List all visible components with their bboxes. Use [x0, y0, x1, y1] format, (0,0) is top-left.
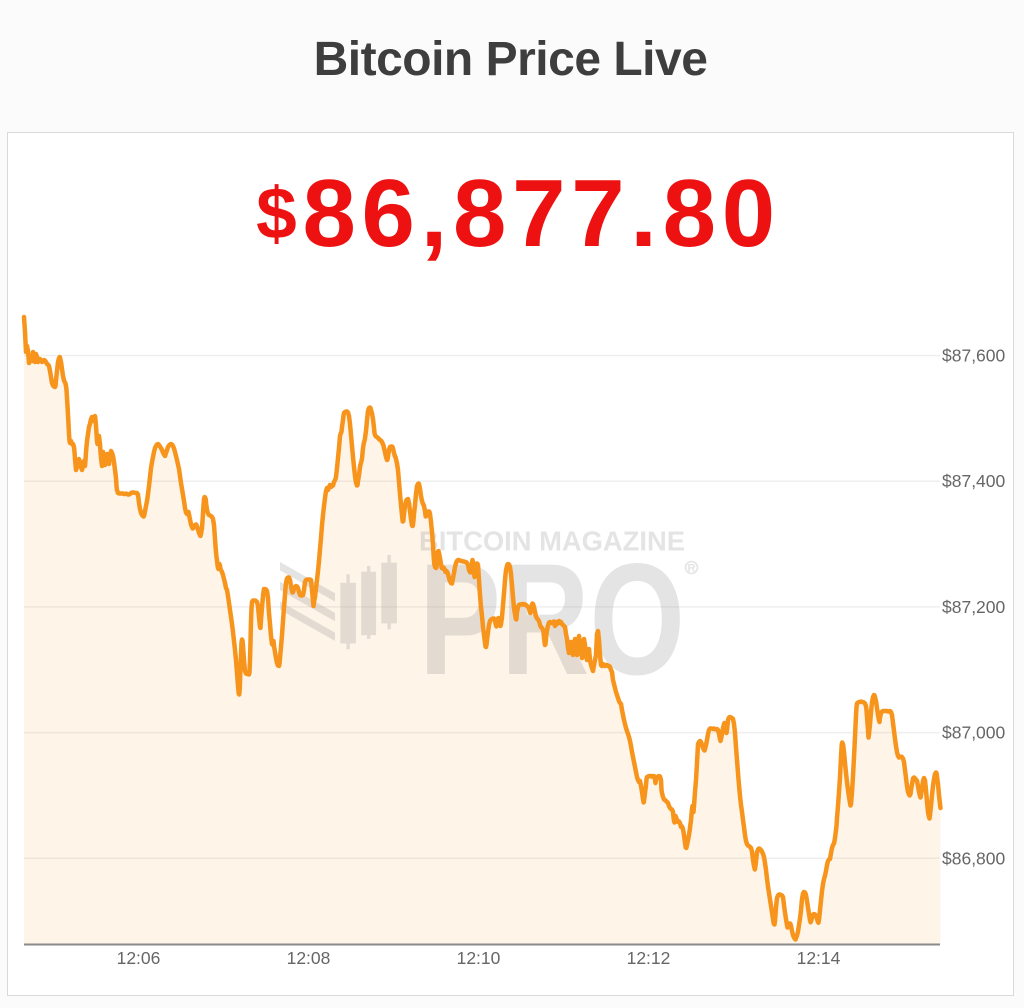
svg-text:12:12: 12:12 — [627, 948, 671, 968]
svg-text:PRO: PRO — [419, 530, 685, 708]
svg-text:$87,400: $87,400 — [942, 471, 1006, 491]
svg-text:$87,200: $87,200 — [942, 597, 1006, 617]
svg-text:$87,600: $87,600 — [942, 346, 1006, 366]
svg-text:12:14: 12:14 — [797, 948, 841, 968]
svg-text:R: R — [688, 563, 696, 575]
svg-text:12:10: 12:10 — [457, 948, 501, 968]
svg-text:$87,000: $87,000 — [942, 723, 1006, 743]
svg-text:12:06: 12:06 — [117, 948, 161, 968]
svg-text:BITCOIN MAGAZINE: BITCOIN MAGAZINE — [419, 526, 685, 557]
svg-text:$86,800: $86,800 — [942, 848, 1006, 868]
svg-text:12:08: 12:08 — [287, 948, 331, 968]
